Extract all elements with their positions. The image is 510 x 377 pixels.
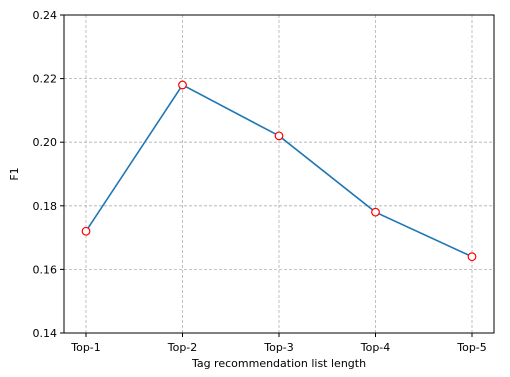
data-point xyxy=(178,80,187,90)
data-point xyxy=(81,226,91,236)
data-point xyxy=(274,131,284,141)
series-layer xyxy=(81,80,477,262)
x-tick-label: Top-3 xyxy=(263,341,294,354)
plot-frame xyxy=(63,14,495,334)
x-tick-label: Top-2 xyxy=(167,341,198,354)
y-tick-label: 0.16 xyxy=(33,263,58,276)
x-tick-label: Top-5 xyxy=(456,341,487,354)
y-tick-label: 0.24 xyxy=(33,9,58,22)
y-tick-label: 0.20 xyxy=(33,136,58,149)
y-tick-label: 0.14 xyxy=(33,327,58,340)
y-tick-label: 0.22 xyxy=(33,73,58,86)
x-axis-label: Tag recommendation list length xyxy=(191,357,366,370)
data-point xyxy=(371,207,380,217)
data-point xyxy=(467,252,477,262)
x-tick-label: Top-1 xyxy=(70,341,101,354)
y-axis-label: F1 xyxy=(8,167,21,180)
x-tick-label: Top-4 xyxy=(360,341,391,354)
grid-lines xyxy=(64,14,494,334)
y-tick-label: 0.18 xyxy=(33,200,58,213)
x-axis-ticks: Top-1 Top-2 Top-3 Top-4 Top-5 xyxy=(70,333,487,354)
y-axis-ticks: 0.14 0.16 0.18 0.20 0.22 0.24 xyxy=(33,9,64,340)
